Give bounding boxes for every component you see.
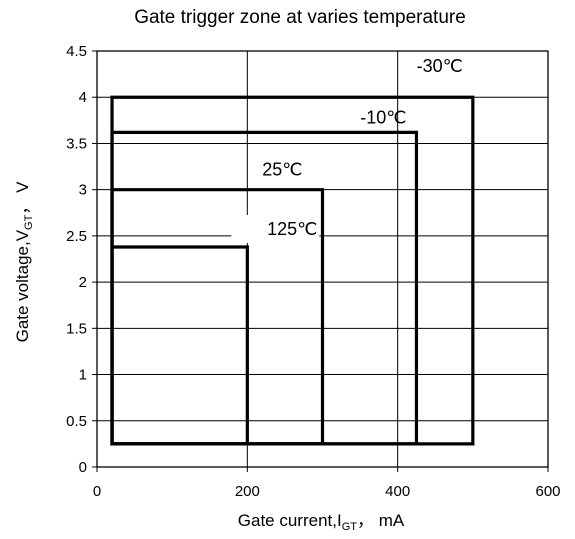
x-axis-label-prefix: Gate current,I (238, 511, 342, 530)
y-axis-label-subscript: GT (23, 214, 35, 230)
zone-label-background (231, 214, 320, 243)
x-tick-label: 0 (93, 483, 101, 500)
y-axis-label-prefix: Gate voltage,V (13, 229, 32, 342)
x-tick-label: 200 (235, 483, 260, 500)
y-tick-label: 0 (79, 459, 87, 476)
y-tick-label: 1 (79, 367, 87, 384)
y-tick-label: 2 (79, 274, 87, 291)
zone-label-3: 125℃ (267, 219, 317, 239)
tick-layer: 0 0.5 1 1.5 2 2.5 3 3.5 4 4.5 0 200 400 600 (66, 43, 560, 500)
zone-label-2: 25℃ (262, 160, 302, 180)
x-tick-label: 400 (385, 483, 410, 500)
y-tick-label: 1.5 (66, 320, 87, 337)
y-tick-label: 4.5 (66, 43, 87, 60)
x-axis-label-subscript: GT (342, 521, 358, 533)
zone-layer: -30℃ -10℃ 25℃ 125℃ (110, 56, 475, 446)
x-tick-label: 600 (535, 483, 560, 500)
y-tick-label: 4 (79, 89, 87, 106)
chart-title: Gate trigger zone at varies temperature (134, 7, 466, 28)
zone-label-1: -10℃ (360, 107, 406, 127)
y-tick-label: 3 (79, 182, 87, 199)
zone--30-outline (110, 95, 475, 446)
y-axis-label: Gate voltage,VGT， V (13, 181, 35, 342)
x-axis-label-suffix: ， mA (357, 511, 405, 530)
x-axis-label: Gate current,IGT， mA (238, 511, 405, 533)
y-tick-label: 3.5 (66, 135, 87, 152)
zone-label-0: -30℃ (417, 56, 463, 76)
plot-frame (96, 50, 549, 468)
y-axis-label-suffix: ， V (13, 181, 32, 215)
y-tick-label: 0.5 (66, 413, 87, 430)
y-tick-label: 2.5 (66, 228, 87, 245)
zone-125-outline (110, 245, 249, 446)
